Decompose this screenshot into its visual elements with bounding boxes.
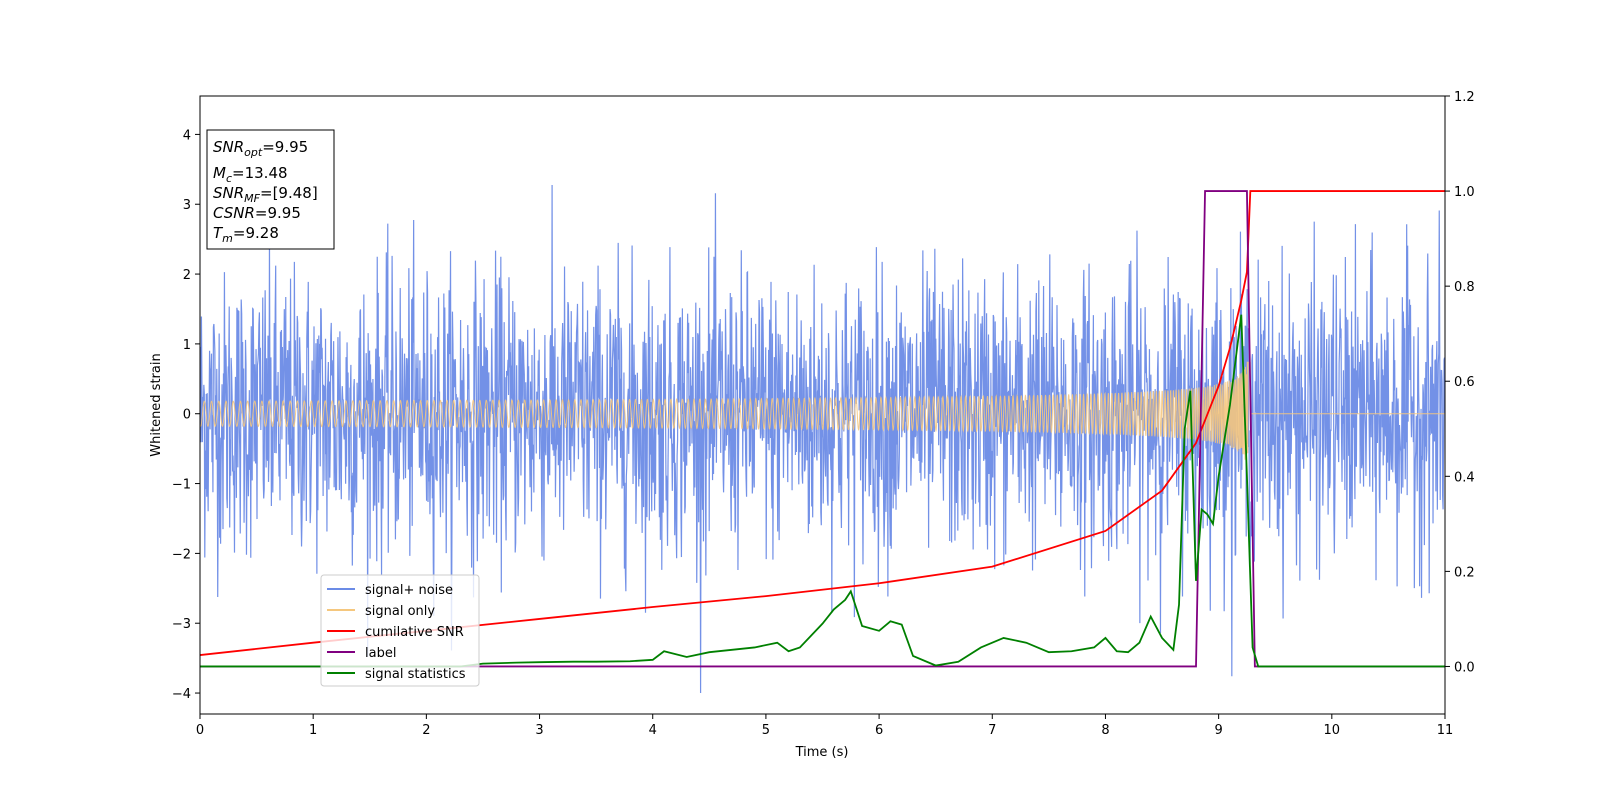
x-tick-label: 2 bbox=[422, 723, 430, 738]
y-left-tick-label: −3 bbox=[172, 617, 191, 632]
x-tick-label: 9 bbox=[1214, 723, 1222, 738]
annotation-frame bbox=[206, 129, 335, 250]
y-left-tick-label: −1 bbox=[172, 478, 191, 493]
axes-frame bbox=[199, 95, 1446, 715]
series-signal-statistics bbox=[200, 314, 1445, 668]
y-right-tick-label: 0.8 bbox=[1454, 280, 1475, 295]
legend-label: label bbox=[365, 646, 396, 661]
y-left-tick-label: 1 bbox=[183, 338, 191, 353]
legend-label: signal only bbox=[365, 604, 435, 619]
annotation-box: SNRopt=9.95 Mc=13.48SNRMF=[9.48]CSNR=9.95… bbox=[206, 129, 335, 250]
y-left-tick-label: 0 bbox=[183, 408, 191, 423]
annotation-line: SNRopt=9.95 bbox=[213, 138, 308, 159]
x-axis-label: Time (s) bbox=[795, 745, 849, 760]
y-right-tick-label: 1.2 bbox=[1454, 90, 1475, 105]
x-tick-label: 6 bbox=[875, 723, 883, 738]
x-tick-label: 10 bbox=[1324, 723, 1341, 738]
plot-area bbox=[200, 185, 1445, 694]
series-cumulative-snr bbox=[200, 190, 1445, 656]
legend-label: signal statistics bbox=[365, 667, 466, 682]
x-tick-label: 4 bbox=[649, 723, 657, 738]
x-tick-label: 3 bbox=[535, 723, 543, 738]
x-tick-label: 1 bbox=[309, 723, 317, 738]
annotation-line: CSNR=9.95 bbox=[213, 204, 301, 222]
annotation-line: SNRMF=[9.48] bbox=[213, 184, 318, 205]
y-right-tick-label: 1.0 bbox=[1454, 185, 1475, 200]
y-left-tick-label: 4 bbox=[183, 128, 191, 143]
series-signal-only bbox=[200, 361, 1445, 460]
annotation-line: Mc=13.48 bbox=[213, 164, 288, 185]
y-axis-left: −4 −3 −2 −1 0 1 2 3 4 bbox=[172, 128, 200, 702]
x-tick-label: 0 bbox=[196, 723, 204, 738]
x-axis: 0 1 2 3 4 5 6 7 8 9 10 11 bbox=[196, 714, 1453, 738]
legend-label: cumilative SNR bbox=[365, 625, 464, 640]
legend: signal+ noise signal only cumilative SNR la… bbox=[320, 574, 480, 687]
x-tick-label: 11 bbox=[1437, 723, 1454, 738]
legend-label: signal+ noise bbox=[365, 583, 453, 598]
y-right-tick-label: 0.6 bbox=[1454, 375, 1475, 390]
x-tick-label: 5 bbox=[762, 723, 770, 738]
legend-frame bbox=[320, 574, 480, 687]
y-axis-label: Whitened strain bbox=[149, 353, 164, 456]
y-right-tick-label: 0.0 bbox=[1454, 660, 1475, 675]
y-axis-right: 0.0 0.2 0.4 0.6 0.8 1.0 1.2 bbox=[1445, 90, 1475, 675]
y-right-tick-label: 0.4 bbox=[1454, 470, 1475, 485]
x-tick-label: 8 bbox=[1101, 723, 1109, 738]
y-right-tick-label: 0.2 bbox=[1454, 565, 1475, 580]
y-left-tick-label: 3 bbox=[183, 198, 191, 213]
y-left-tick-label: −4 bbox=[172, 687, 191, 702]
x-tick-label: 7 bbox=[988, 723, 996, 738]
annotation-line: Tm=9.28 bbox=[213, 224, 279, 245]
y-left-tick-label: 2 bbox=[183, 268, 191, 283]
y-left-tick-label: −2 bbox=[172, 547, 191, 562]
